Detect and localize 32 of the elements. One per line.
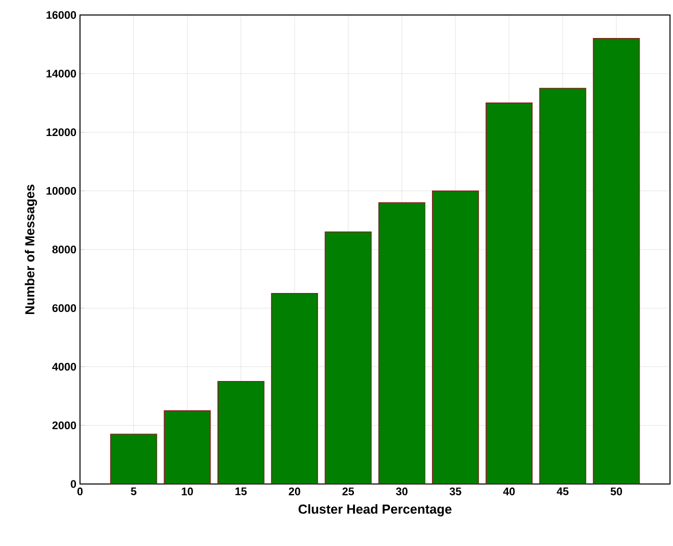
y-tick-label: 6000 [52,304,76,312]
x-tick-label: 0 [77,488,83,496]
x-tick-label: 25 [342,488,354,496]
bar [432,190,479,484]
bar [540,88,586,484]
x-axis-title: Cluster Head Percentage [298,504,452,516]
x-tick-label: 20 [288,488,300,496]
x-tick-label: 10 [182,488,193,496]
bar [378,202,425,484]
bar [271,293,318,484]
x-tick-label: 45 [556,488,569,496]
bar [592,38,640,484]
y-tick-label: 10000 [46,186,76,195]
bar [486,102,532,484]
x-tick-label: 15 [235,488,247,496]
y-axis-title: Number of Messages [24,184,38,314]
bar [325,232,372,484]
x-tick-label: 40 [503,488,515,496]
y-tick-label: 4000 [52,362,76,371]
x-tick-label: 5 [130,488,136,496]
bar [110,434,157,484]
bar [164,410,210,484]
y-tick-label: 16000 [46,11,76,19]
x-tick-label: 30 [396,488,408,496]
x-tick-label: 50 [610,488,622,496]
y-tick-label: 2000 [52,421,76,430]
bar [218,381,264,484]
y-tick-label: 12000 [46,128,76,136]
y-tick-label: 8000 [52,246,76,254]
x-tick-label: 35 [450,488,462,496]
y-tick-label: 14000 [46,70,76,78]
y-tick-label: 0 [70,480,76,488]
